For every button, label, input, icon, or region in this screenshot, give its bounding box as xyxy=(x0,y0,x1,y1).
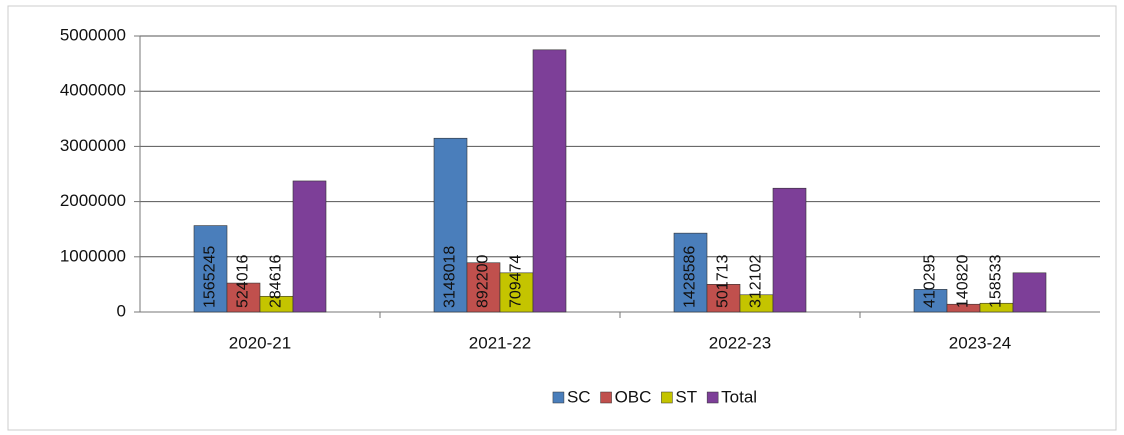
y-tick-label: 4000000 xyxy=(60,81,126,100)
data-label: 410295 xyxy=(922,255,939,308)
legend-label: ST xyxy=(675,387,697,406)
data-label: 158533 xyxy=(988,255,1005,308)
legend-swatch xyxy=(600,391,612,404)
legend-swatch xyxy=(552,391,565,404)
bar xyxy=(913,289,948,313)
data-label: 284616 xyxy=(268,255,285,308)
bar xyxy=(292,180,327,313)
data-label: 501713 xyxy=(715,255,732,308)
x-tick-label: 2021-22 xyxy=(469,333,531,352)
data-label: 1565245 xyxy=(202,246,219,308)
x-tick-label: 2020-21 xyxy=(229,333,291,352)
y-tick-label: 3000000 xyxy=(60,136,126,155)
y-tick-label: 2000000 xyxy=(60,191,126,210)
bar xyxy=(673,232,708,313)
chart-border xyxy=(7,5,1117,431)
bar xyxy=(532,49,567,313)
x-tick-label: 2023-24 xyxy=(949,333,1011,352)
x-tick-label: 2022-23 xyxy=(709,333,771,352)
legend-label: OBC xyxy=(615,387,652,406)
bar xyxy=(193,225,228,313)
legend: SC OBC ST Total xyxy=(552,387,757,406)
bar xyxy=(466,262,501,313)
y-tick-label: 5000000 xyxy=(60,25,126,44)
data-label: 709474 xyxy=(508,255,525,308)
data-label: 1428586 xyxy=(682,246,699,308)
bar xyxy=(706,284,741,313)
bar xyxy=(1012,272,1047,313)
bar xyxy=(499,272,534,313)
data-label: 892200 xyxy=(475,255,492,308)
legend-swatch xyxy=(661,391,673,404)
data-label: 3148018 xyxy=(442,246,459,308)
legend-label: SC xyxy=(567,387,591,406)
legend-swatch xyxy=(706,391,719,404)
data-label: 140820 xyxy=(955,255,972,308)
bar xyxy=(772,187,807,313)
y-tick-label: 0 xyxy=(117,301,126,320)
bar xyxy=(433,137,468,313)
data-label: 524016 xyxy=(235,255,252,308)
data-label: 312102 xyxy=(748,255,765,308)
legend-label: Total xyxy=(721,387,757,406)
y-tick-label: 1000000 xyxy=(60,246,126,265)
